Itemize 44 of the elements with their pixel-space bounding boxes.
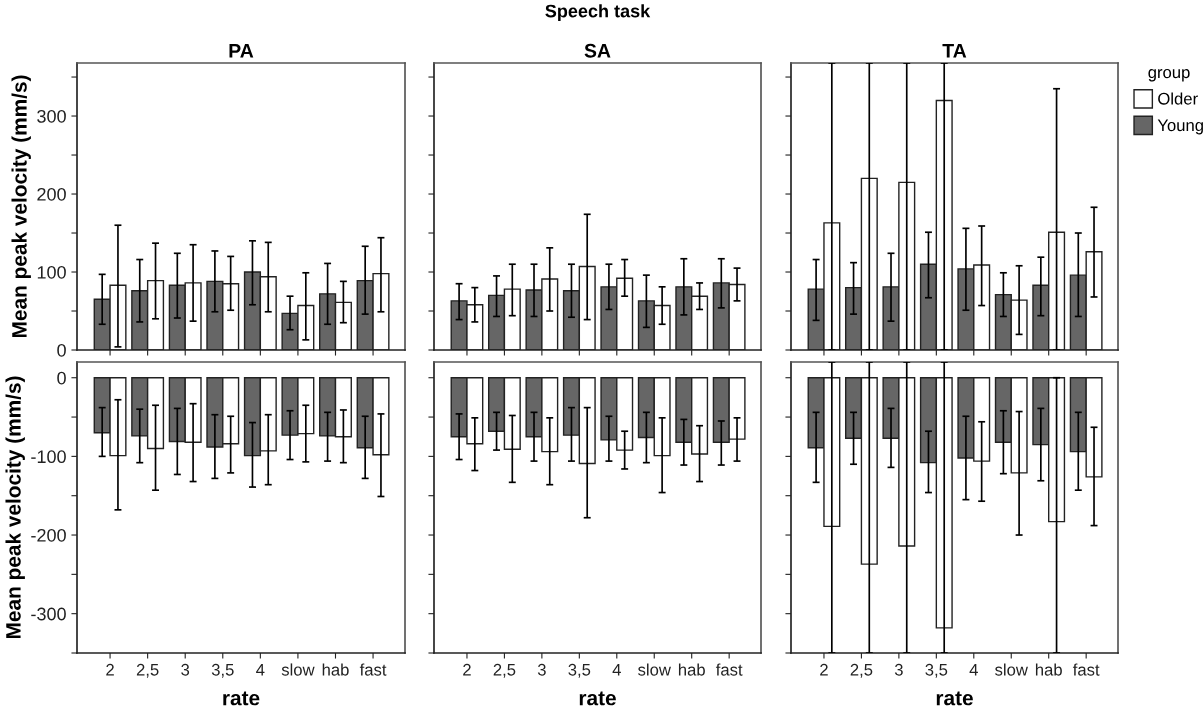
x-tick-label: 2 [106,663,114,676]
x-tick-label: fast [359,663,387,676]
x-tick-label: 3 [537,663,546,676]
x-tick-label: 3,5 [568,663,591,678]
x-tick-label: 4 [969,664,978,676]
text: Speech task [545,4,651,21]
x-tick-label: hab [1035,663,1062,676]
x-tick-label: slow [638,663,671,676]
y-tick-label: -300 [31,607,66,621]
x-tick-label: 3 [181,663,190,676]
y-tick-label: 0 [57,371,66,385]
chart-title: PA [229,44,254,58]
legend-title: group [1148,69,1190,82]
x-tick-label: 2 [820,663,828,676]
x-tick-label: slow [995,663,1028,676]
y-tick-label: 0 [57,343,66,357]
x-tick-label: 3,5 [925,663,948,678]
x-tick-label: 3 [894,663,903,676]
x-tick-label: 4 [612,664,621,676]
x-tick-label: 4 [256,664,265,676]
y-tick-label: -200 [31,528,66,542]
y-tick-label: 200 [37,187,66,201]
x-tick-label: 2,5 [136,663,159,678]
x-axis-title: rate [936,691,973,706]
x-tick-label: fast [1072,663,1100,676]
chart-title: TA [942,44,967,58]
x-tick-label: hab [322,663,349,676]
y-axis-title: Mean peak velocity (mm/s) [5,376,25,639]
x-axis-title: rate [223,691,260,706]
y-tick-label: 300 [37,109,66,123]
x-tick-label: 2,5 [493,663,516,678]
legend-label: Older [1158,92,1198,105]
y-tick-label: 100 [37,265,66,279]
legend-label: Young [1157,119,1203,135]
chart-title: SA [584,43,611,58]
y-axis-title: Mean peak velocity (mm/s) [11,75,31,338]
x-axis-title: rate [579,691,616,706]
x-tick-label: hab [678,663,705,676]
x-tick-label: 2 [463,663,471,676]
x-tick-label: 3,5 [211,663,234,678]
x-tick-label: slow [281,663,315,676]
x-tick-label: fast [715,663,743,676]
y-tick-label: -100 [31,450,66,464]
x-tick-label: 2,5 [850,663,873,678]
